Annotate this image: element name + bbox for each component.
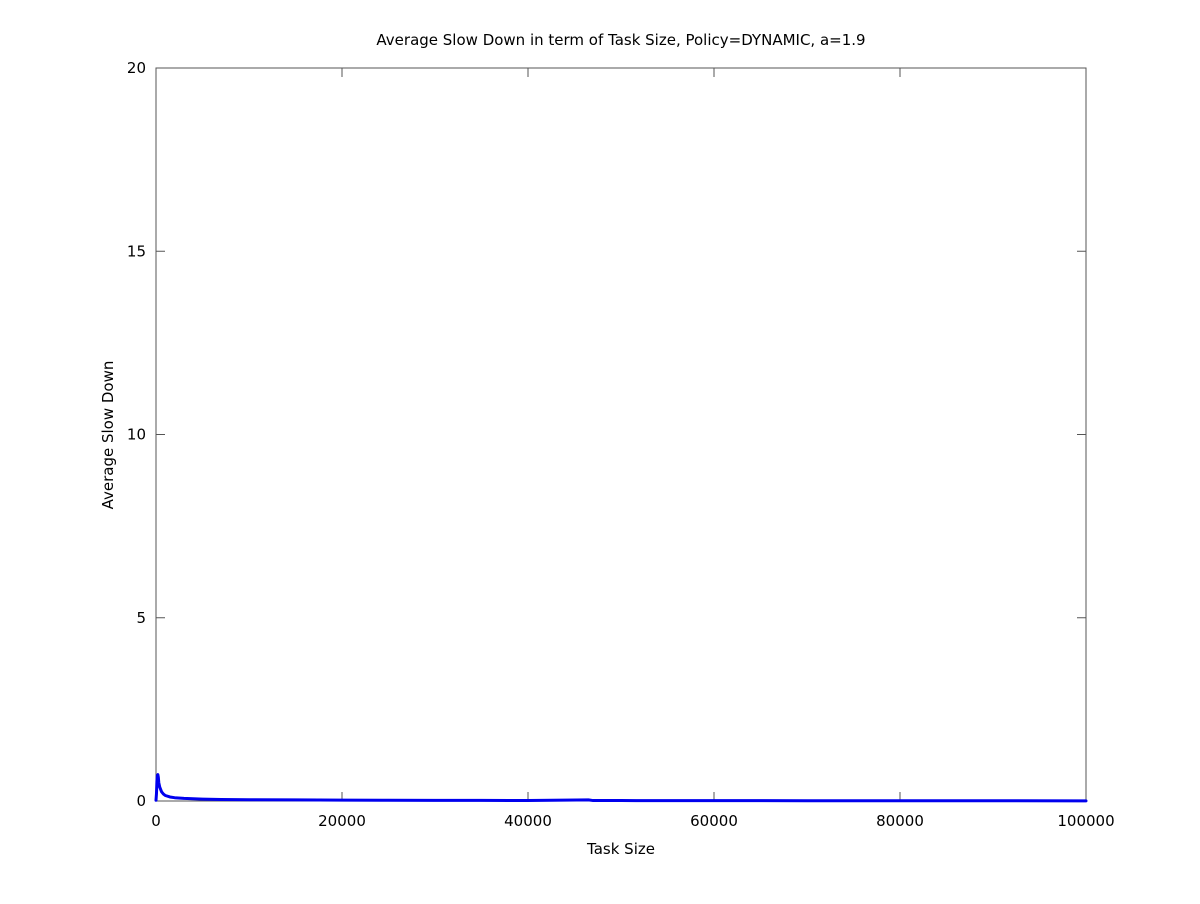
y-tick-label-4: 20 — [127, 59, 146, 77]
y-axis-label: Average Slow Down — [99, 361, 117, 510]
x-tick-label-1: 20000 — [318, 812, 366, 830]
x-tick-label-4: 80000 — [876, 812, 924, 830]
y-tick-label-2: 10 — [127, 426, 146, 444]
plot-frame — [155, 67, 1087, 802]
x-axis-label: Task Size — [586, 840, 655, 858]
y-tick-label-3: 15 — [127, 242, 146, 260]
x-tick-label-0: 0 — [151, 812, 161, 830]
y-tick-label-0: 0 — [136, 792, 146, 810]
x-tick-label-3: 60000 — [690, 812, 738, 830]
x-tick-label-5: 100000 — [1057, 812, 1114, 830]
y-tick-label-1: 5 — [136, 609, 146, 627]
ticks-layer: 0 20000 40000 60000 80000 100000 0 5 10 15 20 — [127, 59, 1115, 830]
series-layer — [154, 773, 1088, 803]
chart-title: Average Slow Down in term of Task Size, … — [376, 31, 865, 49]
x-tick-label-2: 40000 — [504, 812, 552, 830]
series-line-0 — [154, 773, 1088, 803]
